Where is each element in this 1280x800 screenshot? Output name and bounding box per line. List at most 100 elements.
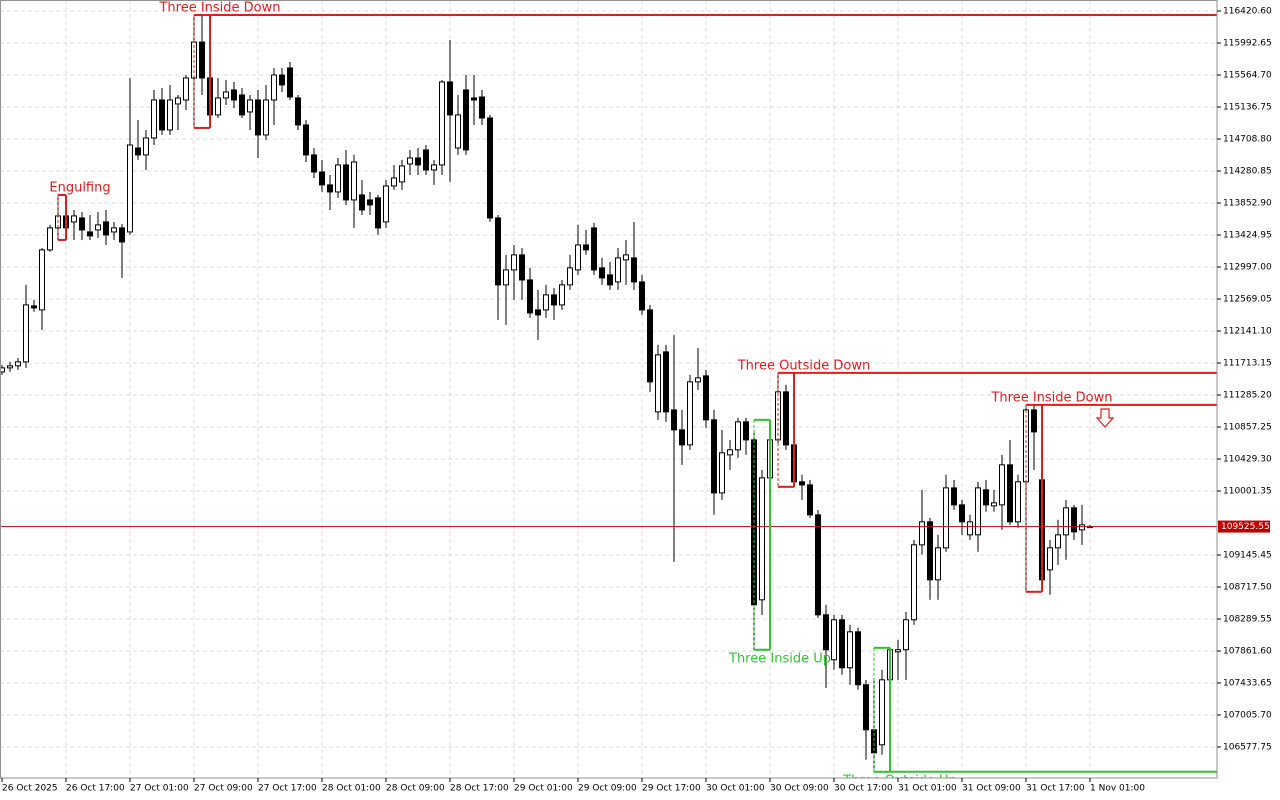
plot-area: Engulfing Three Inside Down Three Inside U… (0, 1, 1217, 788)
candle-body (287, 67, 293, 98)
candle-body (279, 74, 285, 86)
candle-body (655, 354, 661, 413)
pattern-label: Three Inside Down (158, 1, 280, 16)
candle-body (431, 164, 437, 171)
candle-body (319, 171, 325, 186)
candle-body (583, 244, 589, 251)
candle-body (391, 177, 397, 187)
candle-body (1015, 481, 1021, 523)
candle-body (991, 502, 997, 507)
candle-body (575, 244, 581, 271)
candle-body (471, 97, 477, 101)
y-tick-label: 112997.00 (1223, 263, 1272, 273)
candle-body (951, 487, 957, 506)
candle-body (783, 391, 789, 446)
candle-body (239, 94, 245, 116)
candle-body (151, 99, 157, 139)
x-tick-label: 27 Oct 17:00 (258, 784, 317, 794)
candle-body (711, 419, 717, 494)
y-tick-label: 116420.60 (1223, 7, 1272, 17)
candle-body (135, 147, 141, 156)
y-tick-label: 113424.95 (1223, 231, 1272, 241)
candle-body (111, 227, 117, 233)
candle-body (1047, 547, 1053, 571)
candle-body (479, 96, 485, 119)
y-tick-label: 108717.50 (1223, 582, 1272, 592)
candle-body (423, 149, 429, 171)
candle-body (759, 477, 765, 601)
candle-body (599, 267, 605, 279)
candle-body (519, 254, 525, 281)
candle-body (607, 274, 613, 286)
y-tick-label: 107861.60 (1223, 646, 1272, 656)
candle-body (143, 137, 149, 156)
candle-body (463, 89, 469, 151)
candle-body (231, 89, 237, 101)
candle-body (439, 81, 445, 166)
candle-body (119, 227, 125, 243)
candle-body (311, 154, 317, 173)
candle-body (1071, 507, 1077, 533)
candle-body (7, 365, 13, 369)
candle-body (47, 227, 53, 251)
candle-body (735, 421, 741, 451)
candle-body (591, 227, 597, 271)
candle-body (487, 117, 493, 219)
candle-body (799, 481, 805, 486)
candle-body (71, 215, 77, 223)
candle-body (23, 304, 29, 363)
candle-body (1007, 464, 1013, 523)
candle-body (911, 544, 917, 621)
candle-body (975, 487, 981, 536)
candle-body (863, 684, 869, 731)
candle-body (247, 99, 253, 113)
candle-body (255, 99, 261, 136)
candle-body (327, 184, 333, 193)
candle-body (199, 41, 205, 79)
sell-signal-arrow (1095, 408, 1115, 428)
candle-body (351, 161, 357, 201)
current-price-label: 109525.55 (1221, 522, 1270, 532)
candle-body (695, 377, 701, 383)
y-tick-label: 112569.05 (1223, 295, 1272, 305)
y-tick-label: 107005.70 (1223, 710, 1272, 720)
candle-body (127, 144, 133, 233)
candle-body (703, 375, 709, 421)
candle-body (303, 124, 309, 156)
candle-body (1079, 524, 1085, 531)
candle-body (839, 619, 845, 669)
y-tick-label: 110429.30 (1223, 454, 1272, 464)
candle-body (415, 157, 421, 166)
x-tick-label: 29 Oct 17:00 (642, 784, 701, 794)
candle-body (447, 81, 453, 116)
candle-body (927, 521, 933, 581)
candle-body (559, 284, 565, 306)
y-tick-label: 115136.75 (1223, 103, 1272, 113)
pattern-label: Three Inside Down (990, 390, 1112, 405)
candle-body (847, 631, 853, 669)
candle-body (623, 254, 629, 261)
candle-body (215, 97, 221, 116)
pattern-label: Three Outside Up (842, 773, 956, 788)
candle-body (263, 99, 269, 136)
candle-body (455, 114, 461, 149)
candle-body (743, 421, 749, 441)
pattern-label: Three Outside Down (737, 358, 871, 373)
y-tick-label: 112141.10 (1223, 327, 1272, 337)
candle-body (31, 305, 37, 309)
candle-body (1031, 409, 1037, 433)
candle-body (79, 217, 85, 231)
candle-body (687, 381, 693, 446)
x-tick-label: 31 Oct 17:00 (1026, 784, 1085, 794)
x-tick-label: 31 Oct 01:00 (898, 784, 957, 794)
x-tick-label: 29 Oct 01:00 (514, 784, 573, 794)
x-tick-label: 28 Oct 01:00 (322, 784, 381, 794)
candle-body (359, 194, 365, 211)
candle-body (271, 74, 277, 101)
candle-body (375, 197, 381, 229)
y-tick-label: 115564.70 (1223, 71, 1272, 81)
candle-body (615, 257, 621, 283)
y-tick-label: 111285.20 (1223, 390, 1272, 400)
y-tick-label: 109145.45 (1223, 550, 1272, 560)
candle-body (535, 309, 541, 316)
